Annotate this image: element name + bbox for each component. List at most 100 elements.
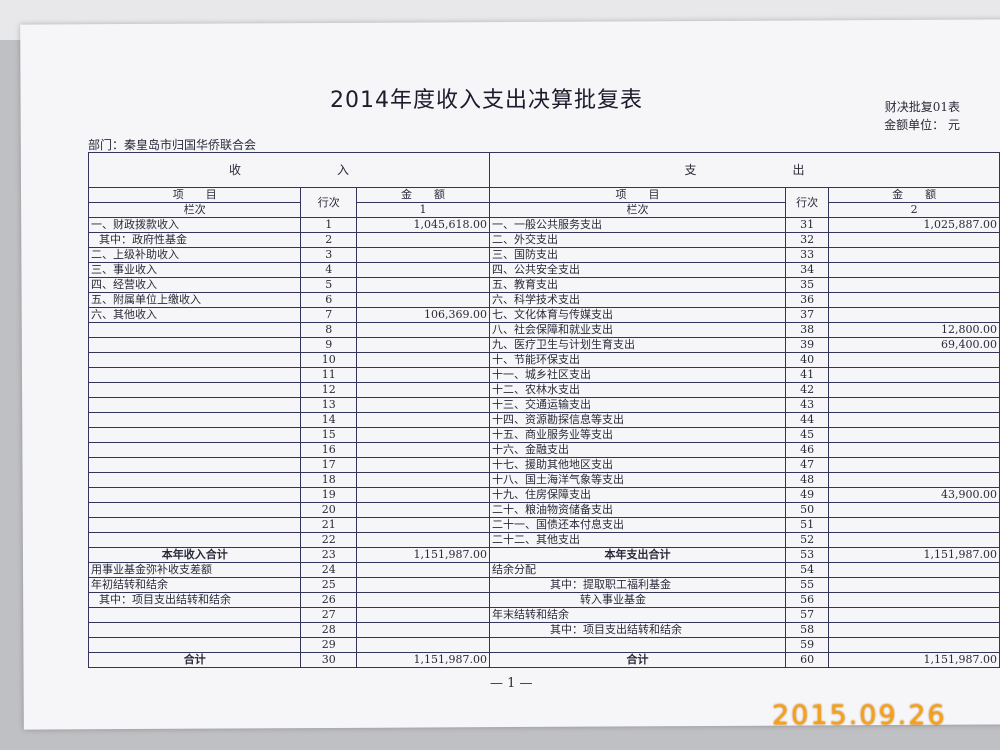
income-row-number: 8 — [300, 322, 358, 338]
expense-rowno-header: 行次 — [785, 187, 830, 218]
income-amount — [356, 622, 490, 638]
income-amount — [356, 277, 490, 293]
income-item: 三、事业收入 — [87, 262, 302, 278]
income-row-number: 3 — [300, 247, 358, 263]
income-item: 其中：项目支出结转和结余 — [87, 592, 302, 608]
income-row-number: 28 — [300, 622, 358, 638]
expense-row-number: 42 — [785, 382, 830, 398]
income-item: 五、附属单位上缴收入 — [87, 292, 302, 308]
table-row: 27 年末结转和结余 57 — [87, 607, 1000, 623]
expense-amount: 1,025,887.00 — [828, 217, 1000, 233]
expense-header: 支 出 — [488, 152, 1000, 188]
department: 部门：秦皇岛市归国华侨联合会 — [88, 138, 257, 152]
expense-amount — [828, 352, 1000, 368]
amount-unit: 金额单位： 元 — [884, 118, 960, 132]
expense-amount — [828, 592, 1000, 608]
income-item — [87, 412, 302, 428]
table-row: 22 二十二、其他支出 52 — [87, 532, 1000, 548]
income-item — [87, 622, 302, 638]
table-row: 20 二十、粮油物资储备支出 50 — [87, 502, 1000, 518]
expense-amount — [828, 442, 1000, 458]
expense-row-number: 44 — [785, 412, 830, 428]
income-row-number: 26 — [300, 592, 358, 608]
table-row: 二、上级补助收入 3 三、国防支出 33 — [87, 247, 1000, 263]
income-item — [87, 532, 302, 548]
income-row-number: 15 — [300, 427, 358, 443]
income-item: 用事业基金弥补收支差额 — [87, 562, 302, 578]
income-colno: 1 — [356, 202, 490, 218]
expense-amount — [828, 502, 1000, 518]
income-item: 年初结转和结余 — [87, 577, 302, 593]
expense-amount — [828, 577, 1000, 593]
income-row-number: 9 — [300, 337, 358, 353]
income-amount — [356, 592, 490, 608]
section-header-row: 收 入 支 出 — [88, 152, 1000, 188]
income-row-number: 1 — [300, 217, 358, 233]
expense-row-number: 47 — [785, 457, 830, 473]
income-header: 收 入 — [88, 152, 490, 188]
table-row: 17 十七、援助其他地区支出 47 — [87, 457, 1000, 473]
income-amount — [356, 532, 490, 548]
income-amount — [356, 637, 490, 653]
expense-item: 十八、国土海洋气象等支出 — [488, 472, 787, 488]
page-number: — 1 — — [490, 676, 533, 691]
income-amount: 1,045,618.00 — [356, 217, 490, 233]
income-item — [87, 517, 302, 533]
expense-item: 转入事业基金 — [488, 592, 787, 608]
expense-amount — [828, 457, 1000, 473]
income-item — [87, 322, 302, 338]
income-row-number: 12 — [300, 382, 358, 398]
table-row: 其中：项目支出结转和结余 26 转入事业基金 56 — [87, 592, 1000, 608]
table-row: 11 十一、城乡社区支出 41 — [87, 367, 1000, 383]
expense-row-number: 53 — [785, 547, 830, 563]
income-row-number: 19 — [300, 487, 358, 503]
income-amount — [356, 337, 490, 353]
expense-row-number: 35 — [785, 277, 830, 293]
income-item — [87, 427, 302, 443]
expense-amount: 69,400.00 — [828, 337, 1000, 353]
form-info: 财决批复01表 金额单位： 元 — [884, 98, 960, 134]
income-item: 本年收入合计 — [87, 547, 302, 563]
expense-row-number: 59 — [785, 637, 830, 653]
expense-item: 三、国防支出 — [488, 247, 787, 263]
expense-item: 十、节能环保支出 — [488, 352, 787, 368]
expense-row-number: 38 — [785, 322, 830, 338]
expense-amount — [828, 562, 1000, 578]
income-rowno-header: 行次 — [300, 187, 358, 218]
expense-item: 结余分配 — [488, 562, 787, 578]
income-item — [87, 337, 302, 353]
income-row-number: 27 — [300, 607, 358, 623]
expense-item: 本年支出合计 — [488, 547, 787, 563]
table-row: 13 十三、交通运输支出 43 — [87, 397, 1000, 413]
income-row-number: 2 — [300, 232, 358, 248]
table-row: 18 十八、国土海洋气象等支出 48 — [87, 472, 1000, 488]
expense-item: 其中：项目支出结转和结余 — [488, 622, 787, 638]
table-row: 16 十六、金融支出 46 — [87, 442, 1000, 458]
table-row: 9 九、医疗卫生与计划生育支出 39 69,400.00 — [87, 337, 1000, 353]
income-amount: 106,369.00 — [356, 307, 490, 323]
income-item — [87, 442, 302, 458]
income-amount-header: 金 额 — [356, 187, 490, 203]
table-row: 五、附属单位上缴收入 6 六、科学技术支出 36 — [87, 292, 1000, 308]
expense-item: 六、科学技术支出 — [488, 292, 787, 308]
income-row-number: 16 — [300, 442, 358, 458]
expense-amount: 43,900.00 — [828, 487, 1000, 503]
expense-item: 其中：提取职工福利基金 — [488, 577, 787, 593]
expense-item: 一、一般公共服务支出 — [488, 217, 787, 233]
income-amount — [356, 487, 490, 503]
income-item — [87, 382, 302, 398]
table-row: 其中：政府性基金 2 二、外交支出 32 — [87, 232, 1000, 248]
income-colno-label: 栏次 — [87, 202, 302, 218]
income-amount — [356, 352, 490, 368]
table-row: 四、经营收入 5 五、教育支出 35 — [87, 277, 1000, 293]
expense-item: 十二、农林水支出 — [488, 382, 787, 398]
expense-item: 十四、资源勘探信息等支出 — [488, 412, 787, 428]
expense-amount — [828, 412, 1000, 428]
table-row: 12 十二、农林水支出 42 — [87, 382, 1000, 398]
expense-amount — [828, 472, 1000, 488]
expense-amount-header: 金 额 — [828, 187, 1000, 203]
income-amount — [356, 517, 490, 533]
expense-row-number: 43 — [785, 397, 830, 413]
table-row: 8 八、社会保障和就业支出 38 12,800.00 — [87, 322, 1000, 338]
expense-item: 十三、交通运输支出 — [488, 397, 787, 413]
